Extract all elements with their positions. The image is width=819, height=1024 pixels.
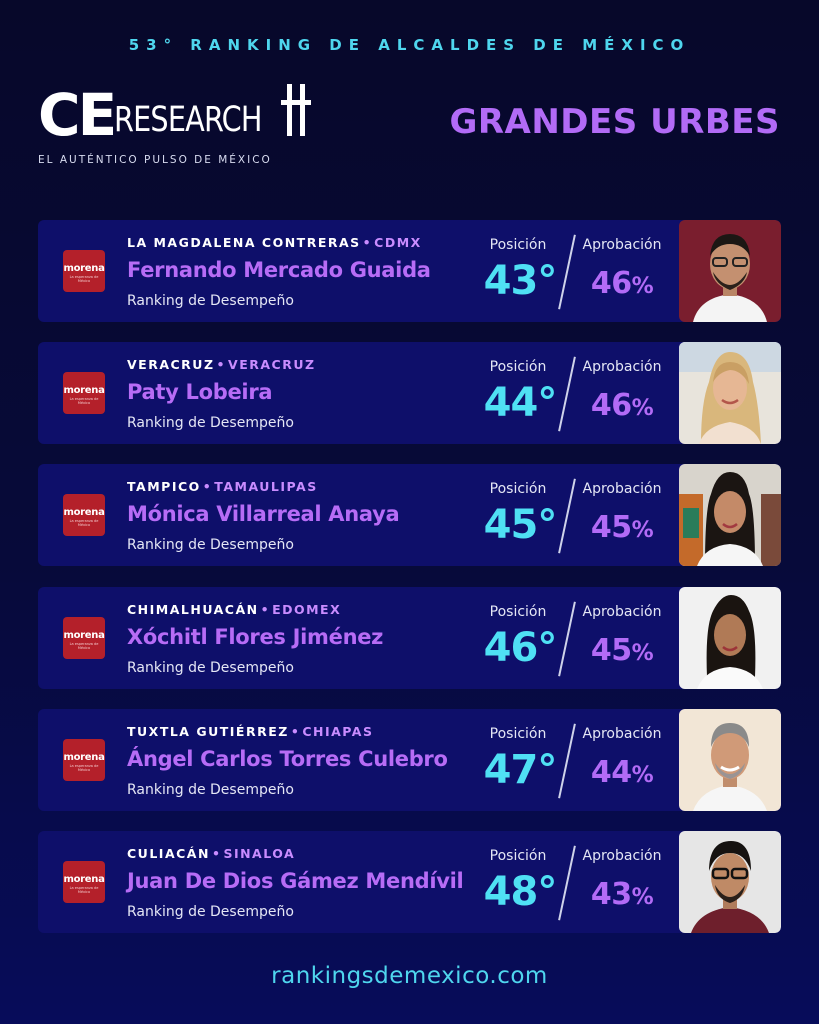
position-label: Posición	[489, 237, 547, 253]
municipality: TAMPICO	[127, 479, 201, 494]
morena-party-logo: morena La esperanza de México	[63, 494, 105, 536]
state: CHIAPAS	[302, 724, 374, 739]
municipality: TUXTLA GUTIÉRREZ	[127, 724, 289, 739]
ranking-subtitle: Ranking de Desempeño	[127, 293, 294, 309]
approval-value: 45%	[590, 510, 654, 545]
mayor-card: morena La esperanza de México VERACRUZ • V…	[38, 342, 781, 444]
approval-label: Aprobación	[582, 726, 662, 742]
ranking-subtitle: Ranking de Desempeño	[127, 660, 294, 676]
approval-label: Aprobación	[582, 237, 662, 253]
position-label: Posición	[489, 481, 547, 497]
website-link[interactable]: rankingsdemexico.com	[271, 963, 548, 989]
position-label: Posición	[489, 359, 547, 375]
mayor-location: TAMPICO • TAMAULIPAS	[127, 479, 318, 494]
mayor-location: CULIACÁN • SINALOA	[127, 846, 296, 861]
ranking-subtitle: Ranking de Desempeño	[127, 904, 294, 920]
position-value: 46°	[483, 625, 558, 671]
mayor-location: VERACRUZ • VERACRUZ	[127, 357, 316, 372]
state: TAMAULIPAS	[214, 479, 318, 494]
state: SINALOA	[223, 846, 296, 861]
position-value: 43°	[483, 258, 558, 304]
municipality: CULIACÁN	[127, 846, 210, 861]
mayor-card: morena La esperanza de México CHIMALHUAC…	[38, 587, 781, 689]
mayor-card: morena La esperanza de México TUXTLA GUT…	[38, 709, 781, 811]
approval-label: Aprobación	[582, 359, 662, 375]
mayor-location: CHIMALHUACÁN • EDOMEX	[127, 602, 342, 617]
morena-party-logo: morena La esperanza de México	[63, 250, 105, 292]
approval-value: 45%	[590, 633, 654, 668]
ranking-subtitle: Ranking de Desempeño	[127, 782, 294, 798]
morena-party-logo: morena La esperanza de México	[63, 861, 105, 903]
morena-party-logo: morena La esperanza de México	[63, 739, 105, 781]
mayor-name: Ángel Carlos Torres Culebro	[127, 747, 448, 771]
mayor-photo	[679, 709, 781, 811]
approval-label: Aprobación	[582, 481, 662, 497]
position-label: Posición	[489, 604, 547, 620]
mayor-name: Mónica Villarreal Anaya	[127, 502, 400, 526]
mayor-photo	[679, 587, 781, 689]
mayor-name: Xóchitl Flores Jiménez	[127, 625, 384, 649]
approval-value: 46%	[590, 388, 654, 423]
municipality: LA MAGDALENA CONTRERAS	[127, 235, 361, 250]
logo-hash-icon	[281, 84, 311, 136]
position-label: Posición	[489, 848, 547, 864]
ranking-edition-title: 53° RANKING DE ALCALDES DE MÉXICO	[128, 36, 691, 54]
position-value: 47°	[483, 747, 558, 793]
mayor-card: morena La esperanza de México TAMPICO • TA…	[38, 464, 781, 566]
ranking-subtitle: Ranking de Desempeño	[127, 537, 294, 553]
morena-party-logo: morena La esperanza de México	[63, 372, 105, 414]
state: CDMX	[374, 235, 422, 250]
approval-value: 44%	[590, 755, 654, 790]
state: EDOMEX	[272, 602, 342, 617]
mayor-name: Fernando Mercado Guaida	[127, 258, 431, 282]
municipality: VERACRUZ	[127, 357, 215, 372]
ce-research-logo: CE RESEARCH EL AUTÉNTICO PULSO DE MÉXICO	[38, 81, 311, 172]
mayor-photo	[679, 831, 781, 933]
logo-tagline: EL AUTÉNTICO PULSO DE MÉXICO	[38, 154, 272, 166]
approval-value: 43%	[590, 877, 654, 912]
position-value: 45°	[483, 502, 558, 548]
mayor-photo	[679, 464, 781, 566]
position-value: 44°	[483, 380, 558, 426]
mayor-name: Juan De Dios Gámez Mendívil	[127, 869, 464, 893]
mayor-location: LA MAGDALENA CONTRERAS • CDMX	[127, 235, 422, 250]
position-value: 48°	[483, 869, 558, 915]
mayor-photo	[679, 342, 781, 444]
municipality: CHIMALHUACÁN	[127, 602, 259, 617]
approval-value: 46%	[590, 266, 654, 301]
position-label: Posición	[489, 726, 547, 742]
state: VERACRUZ	[228, 357, 316, 372]
approval-label: Aprobación	[582, 604, 662, 620]
logo-ce-text: CE	[38, 81, 117, 149]
mayor-name: Paty Lobeira	[127, 380, 273, 404]
category-title: GRANDES URBES	[449, 102, 780, 142]
ranking-subtitle: Ranking de Desempeño	[127, 415, 294, 431]
morena-party-logo: morena La esperanza de México	[63, 617, 105, 659]
mayor-location: TUXTLA GUTIÉRREZ • CHIAPAS	[127, 724, 374, 739]
approval-label: Aprobación	[582, 848, 662, 864]
logo-research-text: RESEARCH	[114, 100, 262, 140]
mayor-card: morena La esperanza de México CULIACÁN • S…	[38, 831, 781, 933]
mayor-card: morena La esperanza de México LA MAGDALE…	[38, 220, 781, 322]
mayor-photo	[679, 220, 781, 322]
